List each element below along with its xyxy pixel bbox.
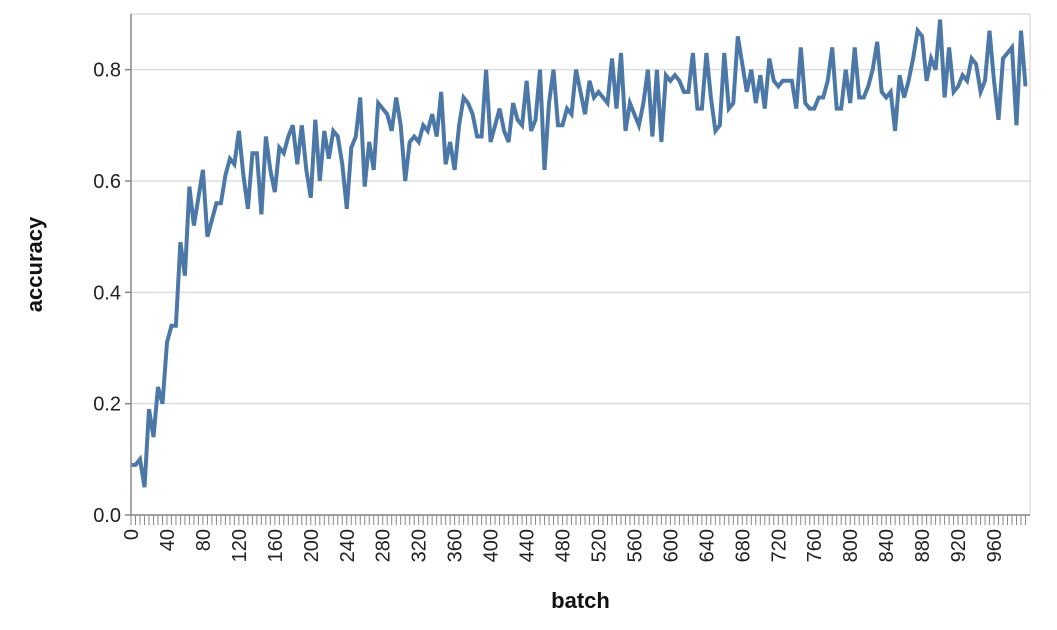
x-tick-label: 960 [984, 529, 1006, 562]
x-tick-label: 680 [732, 529, 754, 562]
x-tick-label: 440 [517, 529, 539, 562]
x-tick-label: 160 [265, 529, 287, 562]
x-tick-label: 720 [768, 529, 790, 562]
x-tick-label: 0 [121, 529, 143, 540]
axes: 0.0 0.2 0.4 0.6 0.8 0 40 80 120 160 200 240 280 320 36… [93, 14, 1030, 562]
y-axis-title: accuracy [22, 216, 47, 312]
x-tick-label: 400 [481, 529, 503, 562]
x-tick-label: 800 [840, 529, 862, 562]
x-tick-label: 520 [588, 529, 610, 562]
x-tick-label: 640 [696, 529, 718, 562]
x-tick-label: 760 [804, 529, 826, 562]
y-tick-label: 0.2 [93, 394, 121, 416]
x-tick-label: 280 [373, 529, 395, 562]
x-tick-label: 560 [624, 529, 646, 562]
x-tick-label: 600 [660, 529, 682, 562]
x-tick-label: 360 [445, 529, 467, 562]
x-tick-label: 320 [409, 529, 431, 562]
x-tick-label: 920 [948, 529, 970, 562]
y-tick-label: 0.6 [93, 171, 121, 193]
plot-area [131, 19, 1028, 488]
x-tick-label: 240 [337, 529, 359, 562]
gridlines [131, 13, 1031, 516]
x-tick-label: 480 [553, 529, 575, 562]
x-tick-label: 40 [157, 529, 179, 551]
y-tick-label: 0.8 [93, 60, 121, 82]
x-tick-label: 880 [912, 529, 934, 562]
x-tick-label: 80 [193, 529, 215, 551]
x-tick-label: 120 [229, 529, 251, 562]
y-tick-label: 0.0 [93, 505, 121, 527]
x-axis-title: batch [551, 588, 610, 613]
y-tick-label: 0.4 [93, 282, 121, 304]
x-tick-label: 840 [876, 529, 898, 562]
x-tick-label: 200 [301, 529, 323, 562]
series-line [131, 19, 1028, 488]
